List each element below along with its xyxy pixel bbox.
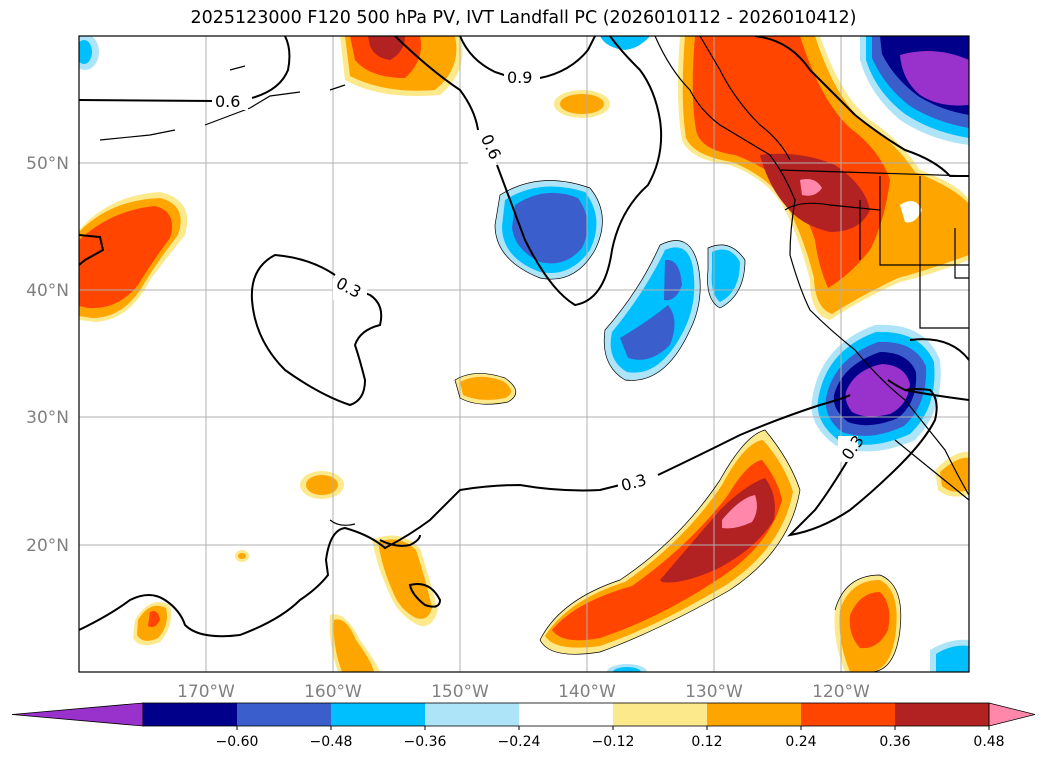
colorbar-swatch <box>237 703 332 726</box>
contour-labels: 0.6 0.9 0.6 0.3 0.3 0.3 <box>212 66 868 495</box>
colorbar-swatch <box>895 703 990 726</box>
contour-label: 0.9 <box>507 68 532 87</box>
gridlines <box>79 36 969 672</box>
pv-fill-layer <box>79 36 969 672</box>
map-title: 2025123000 F120 500 hPa PV, IVT Landfall… <box>190 8 857 28</box>
colorbar-frame <box>142 702 990 727</box>
colorbar-swatch <box>331 703 426 726</box>
colorbar-tick-label: −0.48 <box>310 734 353 750</box>
coastlines <box>99 36 969 526</box>
lon-label: 150°W <box>431 682 489 702</box>
colorbar-tick-label: 0.36 <box>879 734 910 750</box>
lat-label: 30°N <box>26 408 69 428</box>
colorbar-swatch <box>425 703 520 726</box>
lon-label: 160°W <box>304 682 362 702</box>
lon-label: 140°W <box>558 682 616 702</box>
colorbar: −0.60 −0.48 −0.36 −0.24 −0.12 0.12 0.24 0.36 0.4… <box>11 702 1036 750</box>
colorbar-tick-label: 0.12 <box>691 734 722 750</box>
map-frame <box>78 35 970 673</box>
colorbar-swatch <box>143 703 238 726</box>
ivt-thin-contours <box>454 180 902 672</box>
colorbar-tick-label: −0.36 <box>404 734 447 750</box>
contour-label: 0.6 <box>215 92 240 111</box>
colorbar-swatch <box>519 703 614 726</box>
lat-label: 50°N <box>26 154 69 174</box>
colorbar-tick-label: −0.24 <box>498 734 541 750</box>
colorbar-swatch <box>801 703 896 726</box>
lon-labels: 170°W 160°W 150°W 140°W 130°W 120°W <box>177 682 870 702</box>
colorbar-swatch <box>707 703 802 726</box>
lat-label: 20°N <box>26 536 69 556</box>
lon-label: 170°W <box>177 682 235 702</box>
pv-contours <box>79 36 969 638</box>
lon-label: 120°W <box>812 682 870 702</box>
colorbar-swatch <box>613 703 708 726</box>
colorbar-tick-label: −0.60 <box>216 734 259 750</box>
colorbar-tick-label: −0.12 <box>592 734 635 750</box>
colorbar-tick-label: 0.48 <box>973 734 1004 750</box>
lat-label: 40°N <box>26 281 69 301</box>
colorbar-extend-low <box>11 702 144 727</box>
lat-labels: 50°N 40°N 30°N 20°N <box>26 154 69 556</box>
colorbar-tick-label: 0.24 <box>785 734 816 750</box>
colorbar-extend-high <box>988 702 1036 727</box>
lon-label: 130°W <box>685 682 743 702</box>
